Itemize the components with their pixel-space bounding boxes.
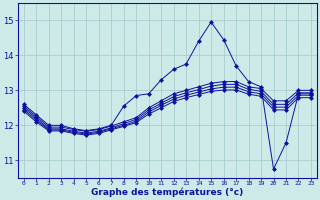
X-axis label: Graphe des températures (°c): Graphe des températures (°c) [91,188,244,197]
